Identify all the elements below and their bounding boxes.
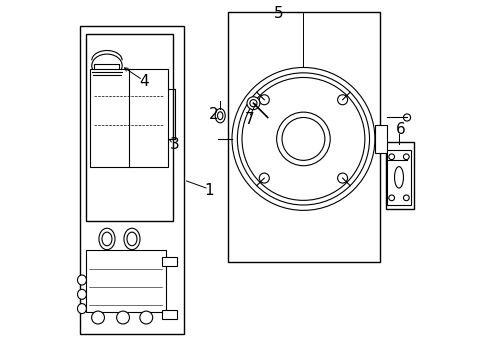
Circle shape: [116, 311, 129, 324]
Text: 4: 4: [139, 74, 148, 89]
Text: 7: 7: [244, 112, 253, 127]
Circle shape: [282, 117, 324, 160]
Circle shape: [388, 195, 394, 201]
Ellipse shape: [77, 289, 86, 299]
Text: 5: 5: [273, 6, 283, 21]
Bar: [162, 310, 176, 319]
Circle shape: [403, 157, 410, 164]
Bar: [90, 69, 167, 167]
Text: 2: 2: [209, 107, 219, 122]
Ellipse shape: [123, 228, 140, 249]
Text: 1: 1: [203, 183, 213, 198]
Ellipse shape: [215, 109, 225, 123]
Circle shape: [403, 114, 410, 121]
Circle shape: [259, 95, 269, 105]
Ellipse shape: [99, 228, 115, 249]
Circle shape: [403, 154, 408, 159]
Circle shape: [242, 77, 364, 201]
Circle shape: [276, 112, 329, 166]
Ellipse shape: [77, 303, 86, 314]
Ellipse shape: [92, 54, 122, 77]
Ellipse shape: [102, 232, 112, 246]
Circle shape: [91, 311, 104, 324]
Bar: [85, 249, 165, 312]
Bar: [385, 143, 413, 208]
Bar: [162, 257, 176, 266]
Circle shape: [246, 97, 259, 110]
Bar: [85, 33, 173, 221]
Circle shape: [231, 67, 374, 210]
Bar: [386, 150, 410, 205]
Ellipse shape: [127, 232, 137, 246]
Ellipse shape: [217, 112, 223, 120]
Circle shape: [388, 154, 394, 159]
Text: 6: 6: [395, 122, 405, 138]
Circle shape: [249, 100, 257, 107]
Bar: [80, 26, 183, 334]
Circle shape: [337, 95, 347, 105]
Circle shape: [237, 73, 369, 205]
Circle shape: [140, 311, 152, 324]
Circle shape: [403, 195, 408, 201]
Text: 3: 3: [170, 137, 180, 152]
Bar: [228, 12, 380, 262]
Bar: [374, 125, 386, 153]
Circle shape: [337, 173, 347, 183]
Ellipse shape: [77, 275, 86, 285]
Circle shape: [259, 173, 269, 183]
Ellipse shape: [394, 167, 403, 188]
